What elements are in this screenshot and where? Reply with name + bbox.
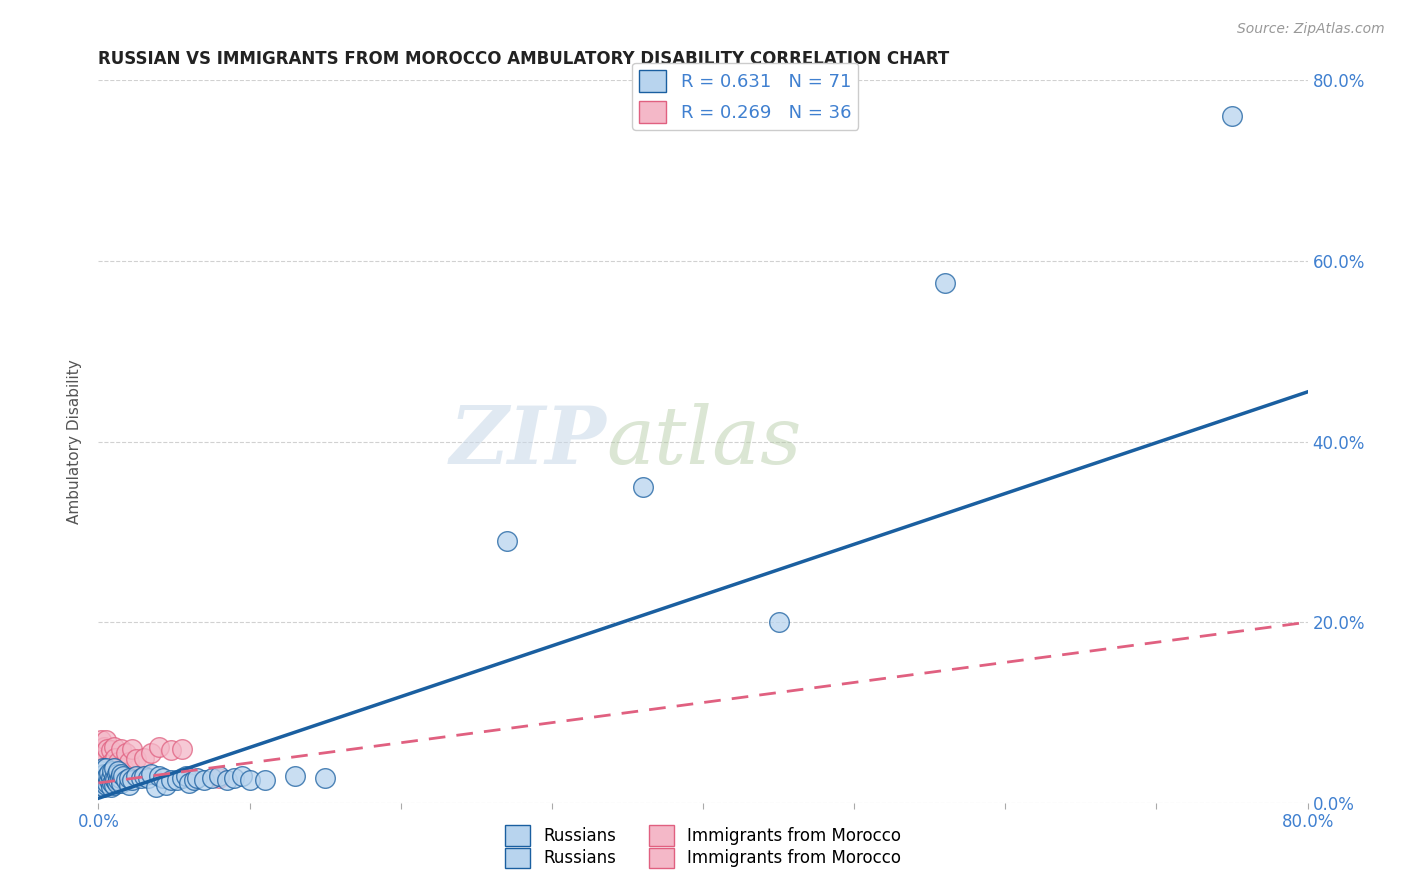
Point: [90, 732, 112, 747]
Point: [160, 773, 183, 788]
Point: [193, 773, 215, 788]
Point: [121, 773, 143, 788]
Point: [231, 769, 253, 783]
Point: [105, 760, 128, 774]
Point: [631, 480, 654, 494]
Point: [98, 757, 121, 772]
Legend: Russians, Immigrants from Morocco: Russians, Immigrants from Morocco: [498, 819, 908, 852]
Point: [166, 773, 188, 788]
Point: [90, 750, 112, 764]
Point: [110, 767, 132, 781]
Text: RUSSIAN VS IMMIGRANTS FROM MOROCCO AMBULATORY DISABILITY CORRELATION CHART: RUSSIAN VS IMMIGRANTS FROM MOROCCO AMBUL…: [98, 50, 949, 68]
Point: [89, 741, 111, 756]
Point: [89, 764, 111, 779]
Point: [934, 277, 956, 291]
Point: [94, 769, 117, 783]
Point: [132, 750, 155, 764]
Point: [89, 773, 111, 788]
Point: [96, 741, 118, 756]
Point: [118, 755, 141, 769]
Y-axis label: Ambulatory Disability: Ambulatory Disability: [67, 359, 83, 524]
Point: [93, 780, 115, 794]
Point: [89, 769, 111, 783]
Point: [93, 739, 115, 754]
Point: [90, 771, 112, 785]
Point: [110, 741, 132, 756]
Point: [94, 778, 117, 792]
Point: [91, 776, 114, 790]
Point: [89, 773, 111, 788]
Point: [96, 776, 118, 790]
Point: [107, 764, 129, 779]
Text: Source: ZipAtlas.com: Source: ZipAtlas.com: [1237, 22, 1385, 37]
Point: [208, 771, 231, 785]
Point: [136, 771, 159, 785]
Point: [132, 769, 155, 783]
Point: [1220, 109, 1243, 123]
Point: [101, 764, 124, 779]
Point: [152, 771, 174, 785]
Point: [103, 762, 125, 776]
Point: [215, 773, 238, 788]
Point: [141, 746, 163, 760]
Point: [91, 762, 114, 776]
Point: [141, 767, 163, 781]
Point: [91, 764, 114, 779]
Point: [114, 746, 136, 760]
Point: [239, 773, 262, 788]
Point: [94, 750, 117, 764]
Point: [148, 769, 170, 783]
Point: [93, 773, 115, 788]
Point: [91, 769, 114, 783]
Point: [90, 778, 112, 792]
Point: [98, 766, 121, 780]
Point: [93, 767, 115, 781]
Point: [89, 778, 111, 792]
Point: [104, 750, 127, 764]
Point: [94, 771, 117, 785]
Point: [201, 771, 224, 785]
Point: [179, 776, 201, 790]
Point: [118, 771, 141, 785]
Point: [768, 615, 790, 630]
Point: [96, 762, 118, 776]
Point: [160, 743, 183, 757]
Point: [108, 771, 131, 785]
Point: [155, 778, 177, 792]
Point: [170, 741, 193, 756]
Point: [145, 780, 167, 794]
Point: [104, 773, 127, 788]
Point: [208, 769, 231, 783]
Point: [107, 773, 129, 788]
Point: [170, 771, 193, 785]
Point: [186, 771, 208, 785]
Point: [91, 746, 114, 760]
Point: [114, 773, 136, 788]
Point: [148, 739, 170, 754]
Point: [125, 752, 148, 766]
Point: [103, 778, 125, 792]
Point: [100, 771, 122, 785]
Point: [174, 769, 197, 783]
Text: atlas: atlas: [606, 403, 801, 480]
Point: [183, 773, 205, 788]
Point: [314, 771, 336, 785]
Point: [94, 762, 117, 776]
Point: [111, 762, 134, 776]
Point: [129, 771, 152, 785]
Legend: Russians, Immigrants from Morocco: Russians, Immigrants from Morocco: [498, 841, 908, 875]
Point: [89, 760, 111, 774]
Point: [253, 773, 276, 788]
Point: [90, 769, 112, 783]
Legend: R = 0.631   N = 71, R = 0.269   N = 36: R = 0.631 N = 71, R = 0.269 N = 36: [631, 62, 859, 130]
Point: [107, 755, 129, 769]
Point: [125, 769, 148, 783]
Point: [90, 764, 112, 779]
Text: ZIP: ZIP: [450, 403, 606, 480]
Point: [94, 732, 117, 747]
Point: [111, 769, 134, 783]
Point: [105, 776, 128, 790]
Point: [118, 778, 141, 792]
Point: [98, 773, 121, 788]
